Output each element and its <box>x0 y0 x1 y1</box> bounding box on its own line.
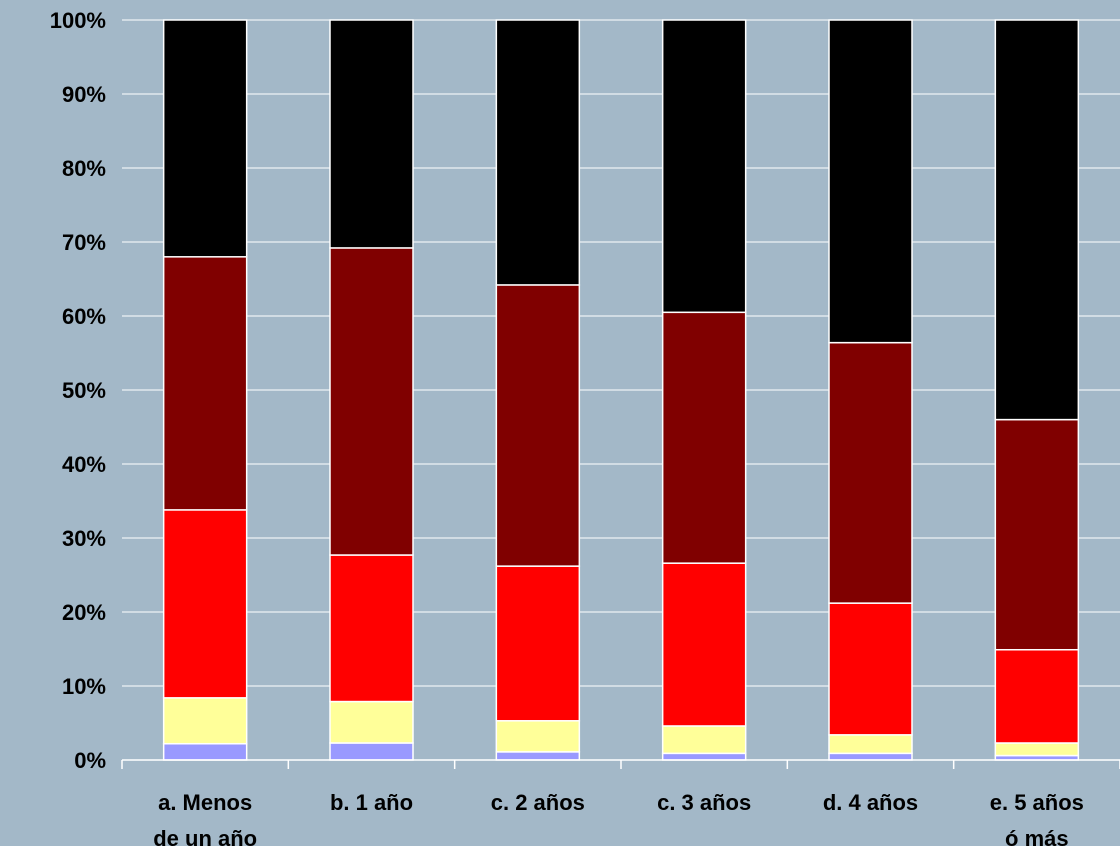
x-category-label: c. 2 años <box>491 790 585 815</box>
bar-segment <box>329 554 414 703</box>
bar-segment <box>994 418 1080 651</box>
bars <box>162 19 1080 761</box>
gridlines <box>122 19 1120 687</box>
x-category-label: de un año <box>153 826 257 846</box>
bar-segment <box>661 752 747 761</box>
bar-segment <box>661 725 747 755</box>
bar-segment <box>495 19 581 286</box>
bar-segment <box>495 720 581 753</box>
bar-segment <box>329 700 414 744</box>
bar-segment <box>162 509 248 699</box>
bar-segment <box>162 256 248 511</box>
bar-segment <box>828 734 913 755</box>
y-tick-label: 60% <box>62 304 106 329</box>
x-axis-category-labels: a. Menos de un año b. 1 año c. 2 años c. 3 a… <box>153 790 1084 846</box>
bar-segment <box>495 565 581 722</box>
bar-segment <box>828 602 913 736</box>
bar-segment <box>994 648 1080 744</box>
bar-segment <box>162 697 248 745</box>
x-category-label: c. 3 años <box>657 790 751 815</box>
bar-segment <box>994 19 1080 421</box>
y-tick-label: 100% <box>50 8 106 33</box>
x-category-label: d. 4 años <box>823 790 918 815</box>
y-tick-label: 70% <box>62 230 106 255</box>
bar-segment <box>329 247 414 556</box>
y-tick-label: 40% <box>62 452 106 477</box>
y-tick-label: 50% <box>62 378 106 403</box>
bar-segment <box>162 742 248 761</box>
bar-segment <box>828 19 913 344</box>
bar-segment <box>828 341 913 604</box>
bar-segment <box>495 284 581 567</box>
bar-segment <box>661 19 747 314</box>
x-category-label: b. 1 año <box>330 790 413 815</box>
bar-segment <box>329 742 414 761</box>
y-tick-label: 80% <box>62 156 106 181</box>
bar-segment <box>828 752 913 761</box>
x-category-label: e. 5 años <box>990 790 1084 815</box>
bar-segment <box>661 311 747 564</box>
bar-segment <box>495 751 581 761</box>
x-category-label: a. Menos <box>158 790 252 815</box>
y-tick-label: 0% <box>74 748 106 773</box>
bar-segment <box>661 562 747 727</box>
bar-segment <box>329 19 414 249</box>
y-axis-tick-labels: 0% 10% 20% 30% 40% 50% 60% 70% 80% 90% 100% <box>50 8 106 773</box>
x-category-label: ó más <box>1005 826 1069 846</box>
y-tick-label: 30% <box>62 526 106 551</box>
y-tick-label: 90% <box>62 82 106 107</box>
x-axis <box>121 759 1120 769</box>
y-tick-label: 10% <box>62 674 106 699</box>
y-tick-label: 20% <box>62 600 106 625</box>
bar-segment <box>162 19 248 258</box>
bar-segment <box>994 742 1080 757</box>
